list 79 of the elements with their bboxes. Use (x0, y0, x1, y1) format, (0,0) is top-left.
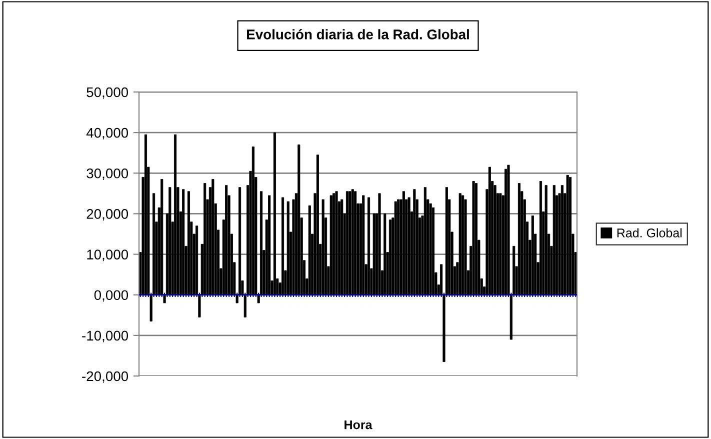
bar (308, 205, 311, 296)
bar (335, 191, 338, 296)
bar (388, 220, 392, 296)
legend-label: Rad. Global (617, 228, 682, 238)
bar (474, 183, 478, 296)
bar (472, 181, 475, 296)
y-tick-label: 20,000 (86, 209, 128, 221)
bar (494, 185, 496, 296)
bar (168, 187, 172, 296)
bar (372, 214, 376, 296)
bar (510, 294, 512, 340)
y-tick-label: -10,000 (82, 330, 128, 342)
y-tick-label: 40,000 (86, 128, 128, 140)
bar (330, 195, 332, 296)
bar (552, 185, 556, 296)
bar (499, 193, 502, 296)
bar (225, 185, 228, 296)
bar (458, 193, 462, 296)
y-tick-label: 0,000 (94, 290, 128, 302)
bar (424, 187, 426, 296)
bar (413, 189, 416, 296)
bar (367, 197, 370, 296)
bar (340, 199, 344, 296)
y-tick-label: -20,000 (82, 371, 128, 383)
x-axis-title: Hora (344, 420, 372, 430)
bar (316, 154, 319, 296)
bar (204, 183, 206, 296)
y-tick-label: 30,000 (86, 168, 128, 180)
bar (504, 168, 508, 296)
bar (281, 197, 284, 296)
bar (152, 193, 156, 296)
bar (174, 134, 177, 296)
bar (432, 207, 435, 296)
bar (354, 191, 357, 296)
chart-title: Evolución diaria de la Rad. Global (247, 29, 469, 40)
bar (507, 164, 510, 296)
bar (408, 197, 410, 296)
bar (332, 193, 336, 296)
bar (163, 294, 166, 304)
bar (462, 195, 464, 296)
bar (346, 191, 349, 296)
bar (442, 294, 446, 362)
bar (351, 189, 354, 296)
bar (195, 226, 198, 296)
bar (560, 185, 564, 296)
bar (397, 199, 400, 296)
bar (268, 195, 271, 296)
bar (440, 264, 443, 296)
bar (286, 201, 290, 296)
y-tick-label: 50,000 (86, 87, 128, 99)
bar (445, 187, 448, 296)
bar (384, 214, 386, 296)
bar (273, 132, 276, 296)
bar (298, 144, 300, 296)
bar (429, 203, 432, 296)
bar (348, 191, 352, 296)
bar (394, 201, 397, 296)
bar (378, 193, 381, 296)
bar (260, 191, 263, 296)
bar (531, 216, 534, 296)
bar (238, 187, 242, 296)
bar (322, 199, 324, 296)
bar (187, 191, 190, 296)
y-tick-label: 10,000 (87, 250, 128, 262)
bar (568, 176, 572, 296)
bar (160, 179, 164, 296)
bar (488, 166, 491, 296)
bar (464, 199, 467, 296)
bar (182, 189, 185, 296)
bar (402, 191, 405, 296)
bar (144, 134, 148, 296)
bar (512, 246, 516, 296)
bar (252, 146, 254, 296)
bar (518, 183, 521, 296)
bar (566, 174, 569, 296)
bar (544, 185, 548, 296)
bar (362, 195, 365, 296)
bar (539, 181, 542, 296)
bar (212, 179, 214, 296)
